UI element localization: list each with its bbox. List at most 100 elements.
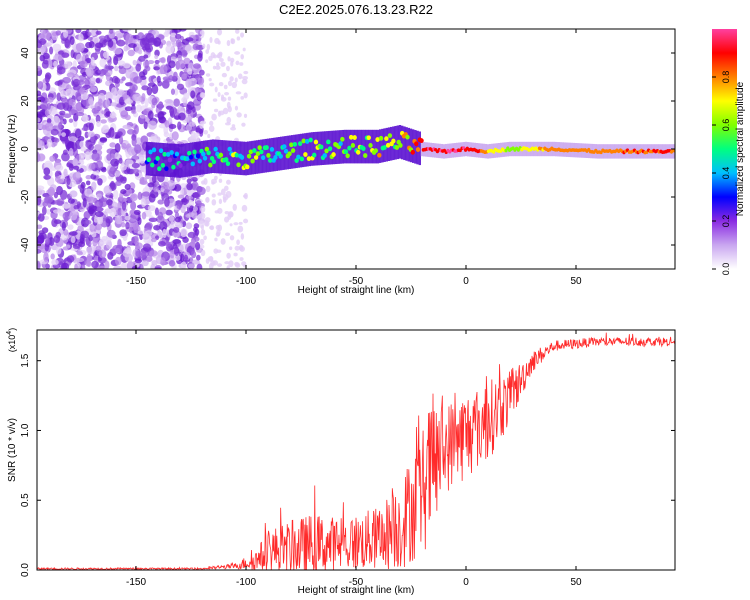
noise-cell [66, 162, 72, 168]
noise-cell [229, 246, 233, 251]
noise-cell [95, 50, 101, 55]
noise-cell [202, 43, 206, 49]
noise-cell [117, 90, 126, 96]
noise-cell [63, 113, 72, 119]
signal-cell [211, 159, 217, 165]
noise-cell [95, 114, 101, 123]
noise-cell [51, 259, 59, 266]
noise-cell [62, 76, 72, 84]
signal-cell [178, 144, 182, 178]
noise-cell [214, 86, 218, 93]
noise-cell [111, 86, 117, 97]
noise-cell [199, 69, 205, 76]
colorbar-tick-label: 0.2 [721, 215, 731, 228]
noise-cell [236, 239, 240, 246]
noise-cell [45, 74, 51, 83]
noise-cell [218, 198, 223, 205]
noise-cell [217, 207, 223, 214]
noise-cell [97, 215, 104, 225]
noise-cell [237, 73, 243, 80]
noise-cell [231, 81, 238, 89]
signal-cell [414, 141, 419, 147]
noise-cell [197, 52, 203, 62]
signal-cell [257, 145, 262, 151]
noise-cell [112, 94, 118, 100]
colorbar-tick-label: 0.8 [721, 71, 731, 84]
noise-cell [128, 215, 137, 224]
signal-cell [207, 140, 210, 174]
signal-cell [222, 140, 226, 174]
noise-cell [122, 93, 128, 102]
noise-cell [227, 96, 232, 101]
noise-cell [61, 152, 70, 162]
noise-cell [165, 209, 173, 216]
noise-cell [44, 195, 54, 204]
noise-cell [214, 175, 218, 181]
colorbar-label: Normalized spectral amplitude [735, 81, 746, 216]
signal-cell [162, 151, 167, 157]
noise-cell [55, 30, 62, 36]
noise-cell [121, 76, 126, 81]
signal-cell [246, 153, 252, 159]
noise-cell [114, 215, 123, 225]
noise-cell [207, 256, 214, 262]
signal-cell [273, 155, 278, 160]
noise-cell [183, 254, 189, 262]
noise-cell [229, 235, 235, 241]
noise-cell [165, 241, 171, 247]
signal-cell [201, 151, 206, 157]
signal-cell [405, 134, 410, 140]
spectrogram-x-tick-label: 50 [570, 276, 582, 287]
signal-cell [301, 138, 306, 144]
noise-cell [39, 38, 47, 46]
signal-cell [233, 141, 237, 175]
noise-cell [95, 30, 102, 35]
noise-cell [98, 265, 106, 269]
signal-cell [343, 129, 347, 164]
noise-cell [174, 254, 181, 261]
noise-cell [37, 185, 45, 191]
signal-cell [252, 148, 257, 153]
noise-cell [54, 175, 61, 183]
noise-cell [227, 80, 232, 87]
noise-cell [143, 121, 148, 130]
spectrogram-y-axis-label: Frequency (Hz) [7, 115, 18, 184]
noise-cell [109, 207, 117, 218]
noise-cell [126, 129, 136, 135]
noise-cell [204, 219, 209, 227]
noise-cell [64, 38, 70, 48]
signal-cell [208, 162, 213, 168]
noise-cell [118, 157, 123, 164]
noise-cell [211, 113, 217, 121]
noise-cell [220, 238, 226, 245]
signal-cell [354, 129, 358, 164]
colorbar-gradient [712, 29, 737, 269]
noise-cell [211, 199, 217, 206]
signal-cell [313, 132, 316, 166]
noise-cell [209, 82, 215, 87]
noise-cell [133, 235, 139, 245]
signal-cell [322, 153, 327, 158]
noise-cell [130, 109, 137, 115]
signal-cell [287, 151, 292, 157]
snr-y-tick-label: 1.5 [20, 353, 31, 367]
noise-cell [154, 59, 160, 65]
noise-cell [123, 62, 131, 69]
noise-cell [209, 36, 213, 43]
noise-cell [104, 260, 110, 269]
noise-cell [242, 47, 246, 52]
spectrogram-x-tick-label: -150 [126, 276, 146, 287]
noise-cell [170, 35, 176, 45]
noise-cell [164, 120, 170, 128]
noise-cell [190, 250, 197, 259]
noise-cell [216, 249, 222, 253]
noise-cell [68, 231, 78, 236]
noise-cell [205, 73, 211, 77]
noise-cell [226, 252, 231, 259]
noise-cell [75, 29, 82, 34]
noise-cell [137, 191, 143, 200]
noise-cell [87, 32, 92, 37]
noise-cell [159, 221, 168, 231]
snr-y-multiplier: (x104) [6, 328, 17, 352]
noise-cell [185, 124, 193, 132]
